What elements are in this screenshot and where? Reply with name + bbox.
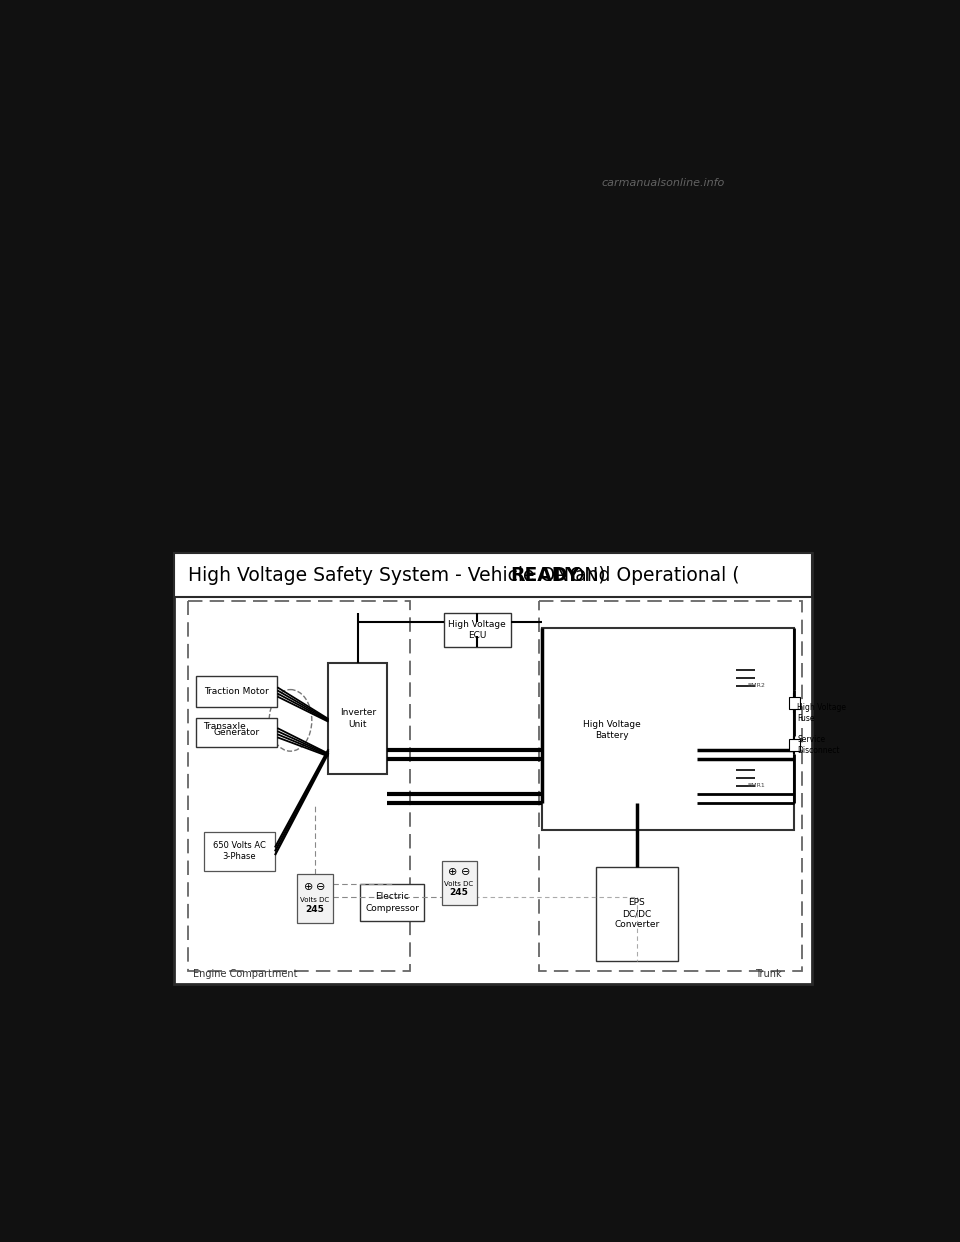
FancyBboxPatch shape <box>596 867 678 960</box>
FancyBboxPatch shape <box>789 697 800 709</box>
FancyBboxPatch shape <box>297 874 333 923</box>
Text: Transaxle: Transaxle <box>203 722 246 732</box>
FancyBboxPatch shape <box>360 884 423 920</box>
Text: ⊕: ⊕ <box>304 882 313 892</box>
Text: carmanualsonline.info: carmanualsonline.info <box>602 178 725 188</box>
Text: 245: 245 <box>305 905 324 914</box>
FancyBboxPatch shape <box>175 553 812 597</box>
Text: Volts DC: Volts DC <box>444 881 473 887</box>
Text: High Voltage
Fuse: High Voltage Fuse <box>798 703 847 723</box>
Text: ⊖: ⊖ <box>461 867 470 877</box>
FancyBboxPatch shape <box>196 718 277 748</box>
Text: READY: READY <box>511 566 580 585</box>
FancyBboxPatch shape <box>444 612 511 647</box>
Text: EPS
DC/DC
Converter: EPS DC/DC Converter <box>614 898 660 929</box>
Text: BMR2: BMR2 <box>747 683 765 688</box>
Text: Traction Motor: Traction Motor <box>204 687 269 696</box>
Text: High Voltage Safety System - Vehicle ON and Operational (: High Voltage Safety System - Vehicle ON … <box>188 566 740 585</box>
FancyBboxPatch shape <box>204 832 275 871</box>
Text: ⊖: ⊖ <box>317 882 325 892</box>
Text: Inverter
Unit: Inverter Unit <box>340 708 376 729</box>
FancyBboxPatch shape <box>196 677 277 707</box>
Text: ⊕: ⊕ <box>448 867 458 877</box>
Text: 650 Volts AC
3-Phase: 650 Volts AC 3-Phase <box>213 841 266 862</box>
Text: Volts DC: Volts DC <box>300 897 329 903</box>
FancyBboxPatch shape <box>789 739 800 751</box>
Text: - ON): - ON) <box>551 566 606 585</box>
Text: High Voltage
Battery: High Voltage Battery <box>584 719 641 740</box>
Text: Engine Compartment: Engine Compartment <box>193 969 298 979</box>
FancyBboxPatch shape <box>175 553 812 984</box>
FancyBboxPatch shape <box>542 628 794 831</box>
FancyBboxPatch shape <box>442 861 476 905</box>
FancyBboxPatch shape <box>328 663 388 774</box>
Text: Service
Disconnect: Service Disconnect <box>798 735 840 755</box>
Text: High Voltage
ECU: High Voltage ECU <box>448 620 506 640</box>
Text: 245: 245 <box>449 888 468 897</box>
Text: Trunk: Trunk <box>756 969 782 979</box>
Text: BMR1: BMR1 <box>747 784 765 789</box>
Text: Generator: Generator <box>213 728 260 738</box>
Text: Electric
Compressor: Electric Compressor <box>365 893 419 913</box>
